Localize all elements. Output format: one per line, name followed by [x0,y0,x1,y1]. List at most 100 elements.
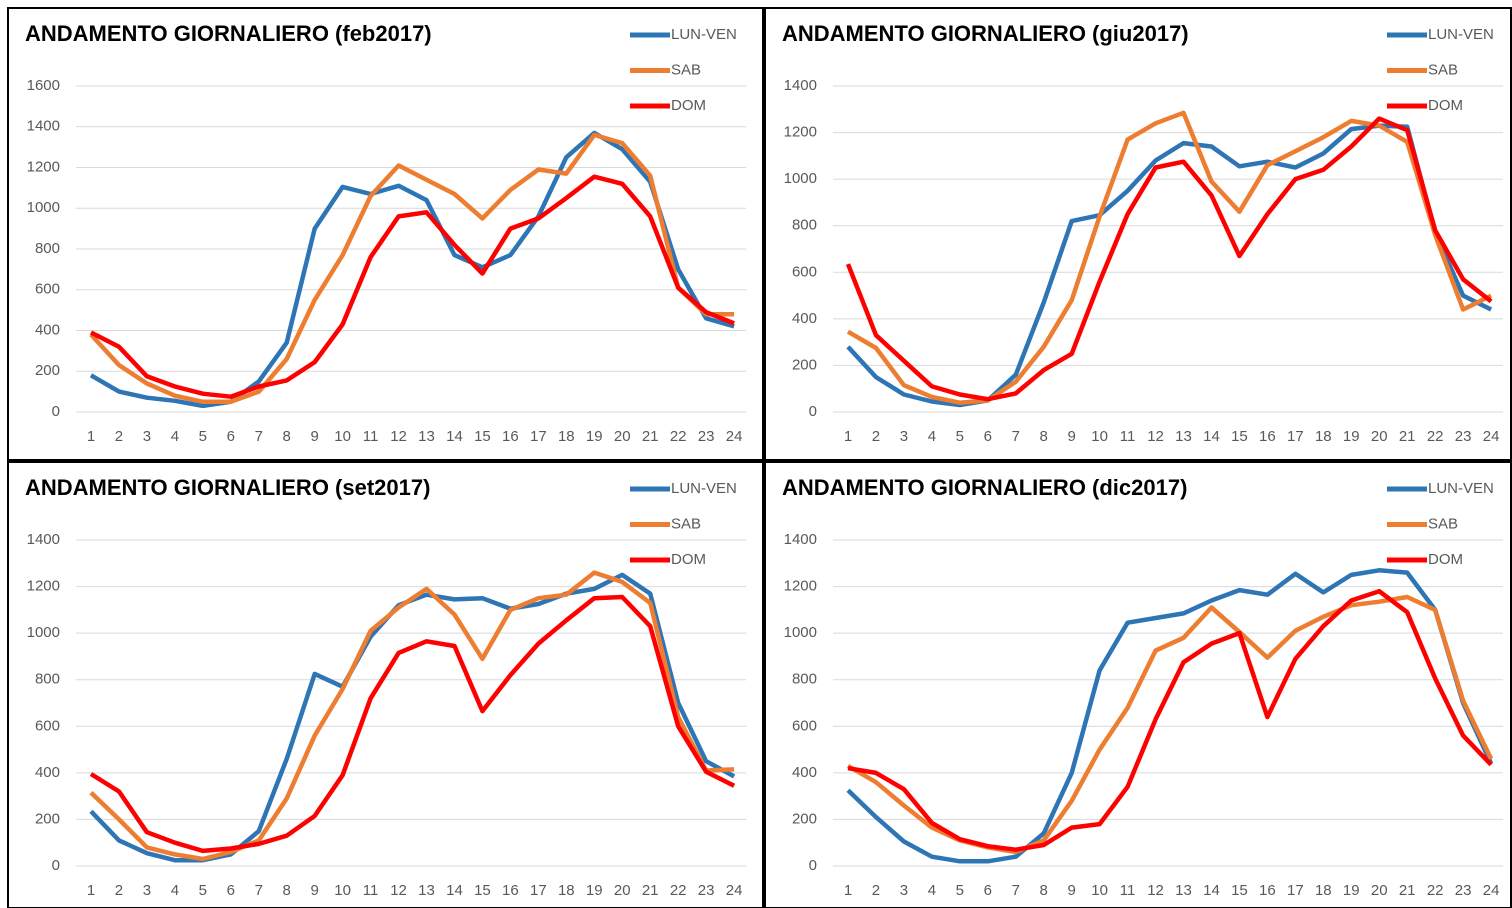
x-tick-label: 6 [984,882,992,899]
x-tick-label: 24 [1483,882,1500,899]
chart-title: ANDAMENTO GIORNALIERO (giu2017) [782,21,1189,46]
x-tick-label: 12 [390,882,407,899]
x-tick-label: 10 [1091,882,1108,899]
x-tick-label: 18 [1315,882,1332,899]
x-tick-label: 16 [502,882,519,899]
x-tick-label: 12 [1147,882,1164,899]
series-line [847,588,1493,852]
x-tick-label: 2 [872,882,880,899]
y-tick-label: 800 [792,217,817,234]
x-tick-label: 7 [1012,428,1020,445]
y-tick-label: 0 [52,403,60,420]
x-tick-label: 24 [726,428,743,445]
y-tick-label: 200 [35,362,60,379]
x-tick-label: 6 [984,428,992,445]
x-tick-label: 2 [872,428,880,445]
x-tick-label: 8 [1040,428,1048,445]
x-tick-label: 17 [530,882,547,899]
chart-title: ANDAMENTO GIORNALIERO (dic2017) [782,475,1187,500]
y-tick-label: 800 [792,671,817,688]
x-tick-label: 3 [900,428,908,445]
x-tick-label: 13 [1175,428,1192,445]
x-tick-label: 11 [363,428,379,445]
x-tick-label: 23 [698,428,715,445]
x-tick-label: 21 [1399,428,1416,445]
x-tick-label: 9 [311,428,319,445]
y-tick-label: 600 [35,717,60,734]
y-tick-label: 1000 [27,199,60,216]
legend-label: SAB [671,61,701,78]
y-tick-label: 0 [809,857,817,874]
x-tick-label: 19 [586,882,603,899]
y-tick-label: 1400 [784,77,817,94]
x-tick-label: 8 [1040,882,1048,899]
x-tick-label: 21 [1399,882,1416,899]
y-tick-label: 1400 [784,531,817,548]
x-tick-label: 13 [418,882,435,899]
y-tick-label: 200 [35,810,60,827]
y-tick-label: 600 [35,281,60,298]
x-tick-label: 23 [1455,882,1472,899]
legend-label: LUN-VEN [671,480,737,497]
x-tick-label: 9 [1068,882,1076,899]
x-tick-label: 21 [642,882,659,899]
x-tick-label: 10 [1091,428,1108,445]
x-tick-label: 20 [614,428,631,445]
x-tick-label: 3 [143,428,151,445]
x-tick-label: 9 [1068,428,1076,445]
x-tick-label: 5 [956,428,964,445]
y-tick-label: 1200 [784,124,817,141]
x-tick-label: 20 [1371,428,1388,445]
panel-border [7,461,764,908]
y-tick-label: 400 [35,764,60,781]
y-tick-label: 1600 [27,77,60,94]
x-tick-label: 5 [956,882,964,899]
y-tick-label: 800 [35,240,60,257]
x-tick-label: 7 [255,882,263,899]
y-tick-label: 400 [792,764,817,781]
x-tick-label: 24 [1483,428,1500,445]
y-tick-label: 200 [792,356,817,373]
series-line [89,594,736,854]
x-tick-label: 12 [390,428,407,445]
x-tick-label: 18 [1315,428,1332,445]
x-tick-label: 24 [726,882,743,899]
x-tick-label: 10 [334,882,351,899]
x-tick-label: 19 [1343,428,1360,445]
x-tick-label: 8 [283,428,291,445]
legend-label: LUN-VEN [1428,26,1494,43]
x-tick-label: 1 [844,882,852,899]
x-tick-label: 7 [1012,882,1020,899]
y-tick-label: 1400 [27,118,60,135]
x-tick-label: 22 [1427,882,1444,899]
x-tick-label: 14 [446,428,463,445]
y-tick-label: 1400 [27,531,60,548]
panel-border [7,7,764,461]
x-tick-label: 6 [227,882,235,899]
y-tick-label: 1000 [27,624,60,641]
x-tick-label: 11 [363,882,379,899]
legend-label: DOM [1428,551,1463,568]
x-tick-label: 3 [900,882,908,899]
x-tick-label: 7 [255,428,263,445]
legend-label: LUN-VEN [671,26,737,43]
x-tick-label: 5 [199,428,207,445]
y-tick-label: 600 [792,717,817,734]
legend-label: SAB [671,515,701,532]
legend-label: DOM [1428,97,1463,114]
x-tick-label: 14 [1203,882,1220,899]
x-tick-label: 16 [1259,882,1276,899]
series-line [89,570,735,862]
x-tick-label: 18 [558,428,575,445]
chart-title: ANDAMENTO GIORNALIERO (set2017) [25,475,430,500]
x-tick-label: 14 [446,882,463,899]
x-tick-label: 15 [1231,882,1248,899]
x-tick-label: 18 [558,882,575,899]
x-tick-label: 17 [1287,428,1304,445]
y-tick-label: 0 [809,403,817,420]
legend-label: LUN-VEN [1428,480,1494,497]
x-tick-label: 4 [171,428,179,445]
y-tick-label: 800 [35,671,60,688]
y-tick-label: 400 [35,321,60,338]
